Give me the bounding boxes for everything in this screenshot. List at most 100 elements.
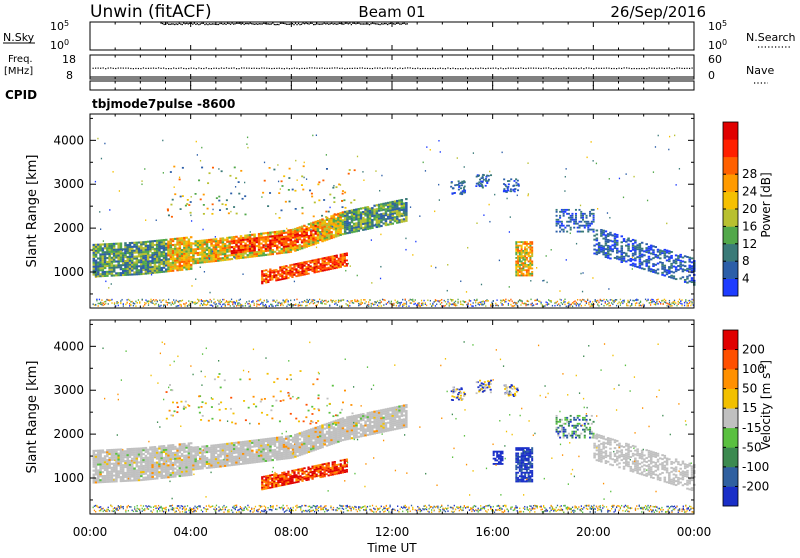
scatter-cell bbox=[202, 300, 203, 302]
scatter-cell bbox=[228, 304, 229, 306]
scatter-cell bbox=[123, 303, 124, 305]
scatter-cell bbox=[93, 256, 96, 258]
scatter-cell bbox=[299, 228, 302, 230]
scatter-cell bbox=[668, 260, 671, 262]
scatter-cell bbox=[174, 254, 177, 256]
scatter-cell bbox=[131, 468, 134, 470]
scatter-cell bbox=[353, 302, 354, 304]
scatter-cell bbox=[346, 222, 349, 224]
scatter-cell bbox=[237, 241, 240, 243]
scatter-cell bbox=[278, 234, 281, 236]
scatter-cell bbox=[213, 254, 216, 256]
freq-sample bbox=[525, 68, 526, 69]
scatter-cell bbox=[104, 261, 107, 263]
scatter-cell bbox=[337, 225, 340, 227]
scatter-cell bbox=[339, 218, 342, 220]
scatter-cell bbox=[515, 246, 517, 248]
scatter-cell bbox=[117, 476, 120, 478]
nsky-sample bbox=[254, 24, 255, 25]
scatter-cell bbox=[337, 215, 340, 217]
scatter-cell bbox=[129, 466, 132, 468]
freq-sample bbox=[430, 68, 431, 69]
scatter-cell bbox=[145, 261, 148, 263]
scatter-cell bbox=[99, 263, 102, 265]
scatter-cell bbox=[294, 190, 296, 192]
scatter-cell bbox=[561, 299, 562, 301]
scatter-cell bbox=[578, 231, 579, 233]
scatter-cell bbox=[656, 299, 657, 301]
scatter-cell bbox=[287, 266, 289, 268]
scatter-cell bbox=[242, 251, 245, 253]
scatter-cell bbox=[170, 171, 172, 173]
scatter-cell bbox=[140, 245, 143, 247]
scatter-cell bbox=[473, 305, 474, 307]
scatter-cell bbox=[332, 259, 334, 261]
scatter-cell bbox=[563, 225, 565, 227]
scatter-cell bbox=[303, 246, 306, 248]
scatter-cell bbox=[167, 210, 169, 212]
scatter-cell bbox=[548, 303, 549, 305]
scatter-cell bbox=[106, 449, 109, 451]
scatter-cell bbox=[145, 257, 148, 259]
scatter-cell bbox=[218, 168, 219, 170]
scatter-cell bbox=[521, 252, 523, 254]
scatter-cell bbox=[220, 304, 221, 306]
scatter-cell bbox=[668, 250, 671, 252]
scatter-cell bbox=[271, 275, 273, 277]
freq-sample bbox=[669, 67, 670, 68]
freq-sample bbox=[405, 67, 406, 68]
scatter-cell bbox=[151, 256, 154, 258]
scatter-cell bbox=[489, 221, 490, 223]
scatter-cell bbox=[276, 304, 277, 306]
scatter-cell bbox=[253, 234, 256, 236]
scatter-cell bbox=[296, 229, 299, 231]
scatter-cell bbox=[133, 305, 134, 307]
scatter-cell bbox=[108, 261, 111, 263]
scatter-cell bbox=[170, 270, 173, 272]
scatter-cell bbox=[342, 255, 344, 257]
scatter-cell bbox=[369, 215, 372, 217]
scatter-cell bbox=[650, 247, 653, 249]
scatter-cell bbox=[190, 248, 193, 250]
scatter-cell bbox=[671, 302, 672, 304]
scatter-cell bbox=[337, 235, 340, 237]
scatter-cell bbox=[564, 227, 566, 229]
scatter-cell bbox=[276, 300, 277, 302]
scatter-cell bbox=[521, 273, 523, 275]
scatter-cell bbox=[208, 249, 211, 251]
scatter-cell bbox=[385, 202, 388, 204]
scatter-cell bbox=[657, 251, 660, 253]
scatter-cell bbox=[546, 301, 547, 303]
scatter-cell bbox=[108, 459, 111, 461]
scatter-cell bbox=[369, 225, 372, 227]
scatter-cell bbox=[102, 269, 105, 271]
scatter-cell bbox=[113, 245, 116, 247]
scatter-cell bbox=[106, 473, 109, 475]
scatter-cell bbox=[322, 303, 323, 305]
scatter-cell bbox=[515, 266, 517, 268]
scatter-cell bbox=[315, 271, 317, 273]
freq-sample bbox=[490, 68, 491, 69]
scatter-cell bbox=[95, 267, 98, 269]
scatter-cell bbox=[336, 263, 338, 265]
freq-sample bbox=[354, 68, 355, 69]
scatter-cell bbox=[623, 258, 626, 260]
scatter-cell bbox=[236, 305, 237, 307]
scatter-cell bbox=[183, 261, 186, 263]
scatter-cell bbox=[396, 222, 399, 224]
scatter-cell bbox=[158, 269, 161, 271]
scatter-cell bbox=[581, 305, 582, 307]
scatter-cell bbox=[140, 255, 143, 257]
scatter-cell bbox=[348, 212, 351, 214]
scatter-cell bbox=[645, 261, 648, 263]
scatter-cell bbox=[353, 209, 356, 211]
scatter-cell bbox=[263, 280, 265, 282]
scatter-cell bbox=[371, 211, 374, 213]
scatter-cell bbox=[469, 300, 470, 302]
scatter-cell bbox=[154, 478, 157, 480]
freq-sample bbox=[176, 68, 177, 69]
scatter-cell bbox=[501, 300, 502, 302]
scatter-cell bbox=[244, 246, 247, 248]
scatter-cell bbox=[353, 211, 356, 213]
scatter-cell bbox=[149, 242, 152, 244]
